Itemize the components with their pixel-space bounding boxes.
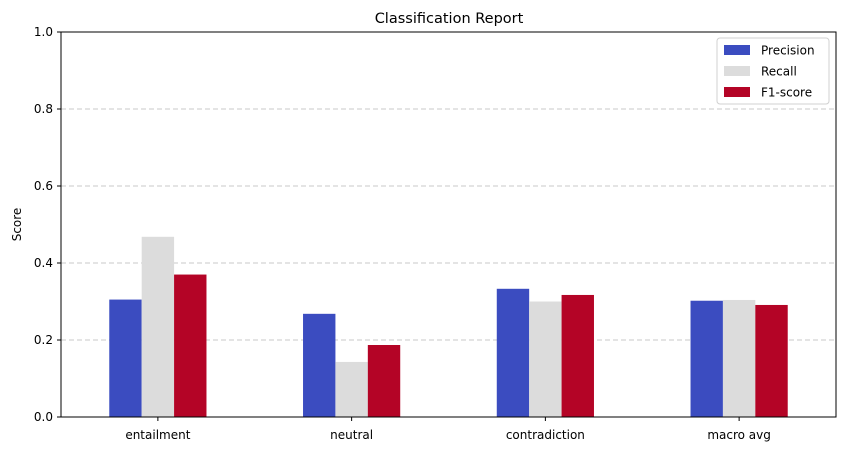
legend-swatch [724, 87, 750, 97]
bars [109, 236, 788, 417]
bar-f1-score-macro-avg [755, 304, 788, 417]
bar-recall-entailment [141, 236, 175, 417]
x-tick-label: contradiction [506, 428, 585, 442]
x-tick-label: entailment [125, 428, 190, 442]
bar-f1-score-neutral [367, 345, 401, 417]
y-axis-ticks: 0.0 0.2 0.4 0.6 0.8 1.0 [34, 25, 61, 424]
bar-precision-entailment [109, 299, 142, 417]
bar-recall-contradiction [529, 301, 562, 417]
y-tick-label: 1.0 [34, 25, 53, 39]
legend-label: Recall [761, 65, 797, 79]
legend-label: Precision [761, 44, 815, 58]
legend: Precision Recall F1-score [716, 37, 830, 105]
y-axis-label: Score [10, 208, 24, 242]
legend-label: F1-score [761, 86, 812, 100]
bar-precision-neutral [303, 313, 336, 417]
y-tick-label: 0.0 [34, 410, 53, 424]
chart-title: Classification Report [375, 11, 524, 27]
bar-precision-contradiction [496, 288, 530, 417]
y-tick-label: 0.2 [34, 333, 53, 347]
x-axis-ticks: entailment neutral contradiction macro avg [125, 417, 771, 442]
plot-area-frame [60, 31, 837, 418]
y-tick-label: 0.6 [34, 179, 53, 193]
bar-recall-neutral [335, 361, 368, 417]
x-tick-label: macro avg [707, 428, 771, 442]
bar-precision-macro-avg [690, 300, 723, 417]
bar-f1-score-entailment [174, 274, 207, 417]
legend-swatch [724, 66, 750, 76]
y-tick-label: 0.8 [34, 102, 53, 116]
x-tick-label: neutral [330, 428, 373, 442]
bar-f1-score-contradiction [561, 294, 594, 417]
bar-recall-macro-avg [722, 299, 756, 417]
y-tick-label: 0.4 [34, 256, 53, 270]
legend-swatch [724, 45, 750, 55]
